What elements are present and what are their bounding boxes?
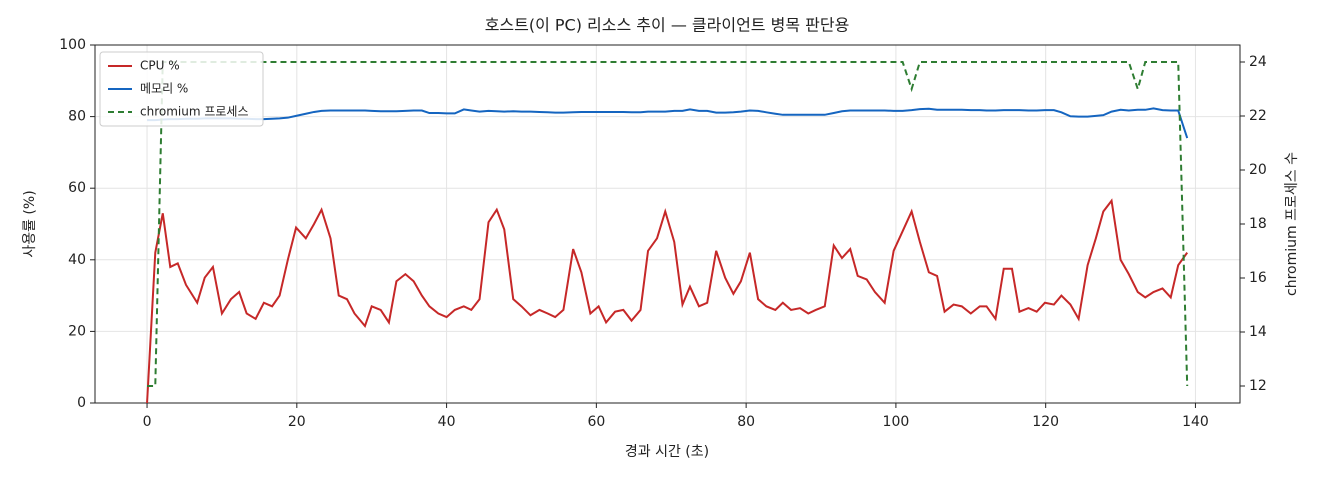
y2-tick-label: 20 xyxy=(1249,162,1267,178)
y-tick-label: 100 xyxy=(59,37,86,53)
legend-box xyxy=(99,51,264,127)
legend-label: CPU % xyxy=(140,59,180,73)
legend: CPU % 메모리 % chromium 프로세스 xyxy=(99,51,264,127)
x-tick-label: 20 xyxy=(288,414,306,430)
series-line xyxy=(147,107,1189,139)
y-tick-label: 0 xyxy=(77,395,86,411)
y2-tick-label: 18 xyxy=(1249,216,1267,232)
x-tick-label: 60 xyxy=(587,414,605,430)
plot-frame xyxy=(94,44,1241,404)
y2-tick-label: 22 xyxy=(1249,108,1267,124)
x-tick-label: 140 xyxy=(1182,414,1209,430)
y-tick-label: 60 xyxy=(68,180,86,196)
legend-label: chromium 프로세스 xyxy=(140,105,249,119)
y2-axis-label: chromium 프로세스 수 xyxy=(1284,152,1300,296)
chart-title: 호스트(이 PC) 리소스 추이 — 클라이언트 병목 판단용 xyxy=(485,16,850,35)
x-tick-label: 40 xyxy=(438,414,456,430)
x-tick-label: 80 xyxy=(737,414,755,430)
y-axis-label: 사용률 (%) xyxy=(22,190,38,257)
x-axis-label: 경과 시간 (초) xyxy=(625,444,709,460)
y-tick-label: 20 xyxy=(68,323,86,339)
y-tick-label: 80 xyxy=(68,109,86,125)
y2-tick-label: 16 xyxy=(1249,270,1267,286)
y2-tick-label: 24 xyxy=(1249,54,1267,70)
series-line xyxy=(147,61,1189,387)
x-tick-label: 120 xyxy=(1032,414,1059,430)
legend-label: 메모리 % xyxy=(140,82,188,96)
y-tick-label: 40 xyxy=(68,252,86,268)
x-tick-label: 100 xyxy=(883,414,910,430)
y2-tick-label: 14 xyxy=(1249,324,1267,340)
series-line xyxy=(146,198,1189,404)
y2-tick-label: 12 xyxy=(1249,378,1267,394)
x-tick-label: 0 xyxy=(143,414,152,430)
